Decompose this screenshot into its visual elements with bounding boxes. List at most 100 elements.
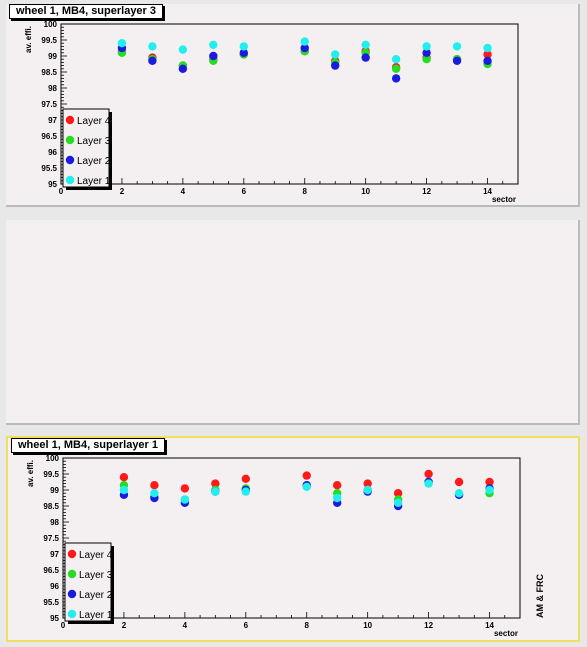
data-point: [119, 473, 129, 482]
x-tick-label: 12: [424, 621, 433, 630]
data-point: [331, 50, 340, 59]
y-tick-label: 96: [48, 148, 57, 157]
data-point: [454, 489, 464, 498]
data-point: [391, 74, 401, 83]
data-point: [178, 45, 188, 54]
y-tick-label: 100: [46, 454, 60, 463]
y-tick-label: 96: [50, 582, 59, 591]
data-point: [209, 40, 218, 49]
series-layer-1: [119, 479, 494, 507]
y-axis-label: av. effi.: [26, 460, 35, 487]
y-tick-label: 95.5: [41, 164, 57, 173]
data-point: [333, 493, 342, 503]
data-point: [454, 477, 464, 487]
data-point: [422, 48, 431, 57]
data-point: [483, 50, 492, 59]
legend-label: Layer 2: [77, 156, 111, 167]
x-tick-label: 10: [363, 621, 372, 630]
legend: Layer 4 Layer 3 Layer 2 Layer 1: [62, 108, 112, 190]
legend-marker: [65, 175, 75, 185]
data-point: [239, 48, 248, 57]
y-tick-label: 99.5: [41, 36, 57, 45]
chart-pad-superlayer-3: 95 95.5 96 96.5 97 97.5 98 98.5 99 99.5 100 0 2 4 6 8 10…: [6, 4, 580, 207]
data-points: [117, 37, 492, 83]
y-tick-label: 98: [50, 518, 59, 527]
x-tick-label: 2: [120, 187, 125, 196]
data-point: [361, 40, 370, 49]
x-tick-label: 10: [361, 187, 370, 196]
y-tick-labels: 95 95.5 96 96.5 97 97.5 98 98.5 99 99.5 100: [43, 454, 59, 623]
legend-label: Layer 1: [79, 610, 113, 621]
legend-label: Layer 2: [79, 590, 113, 601]
y-tick-label: 96.5: [41, 132, 57, 141]
y-tick-label: 98.5: [41, 68, 57, 77]
data-point: [180, 484, 190, 493]
y-tick-label: 99: [50, 486, 59, 495]
data-point: [119, 485, 129, 495]
data-point: [422, 42, 431, 51]
y-tick-label: 99: [48, 52, 57, 61]
chart-title: wheel 1, MB4, superlayer 3: [9, 4, 164, 19]
series-layer-1: [117, 37, 492, 64]
data-point: [452, 56, 462, 65]
data-point: [239, 42, 248, 51]
data-point: [361, 53, 370, 62]
x-axis-label: sector: [494, 629, 518, 638]
side-label: AM & FRC: [535, 574, 545, 618]
y-tick-label: 96.5: [43, 566, 59, 575]
data-point: [211, 479, 220, 488]
x-tick-label: 0: [61, 621, 66, 630]
x-tick-label: 6: [242, 187, 247, 196]
chart-pad-superlayer-1: 95 95.5 96 96.5 97 97.5 98 98.5 99 99.5 100 0 2 4 6 8 10…: [6, 436, 580, 642]
legend: Layer 4 Layer 3 Layer 2 Layer 1: [64, 542, 114, 624]
x-tick-label: 14: [483, 187, 492, 196]
y-tick-label: 95: [48, 180, 57, 189]
data-point: [331, 61, 340, 70]
plot-frame: [62, 457, 521, 619]
data-point: [150, 489, 159, 498]
data-point: [148, 56, 157, 65]
data-point: [209, 51, 218, 61]
y-tick-label: 98.5: [43, 502, 59, 511]
data-points: [119, 469, 494, 511]
data-point: [148, 42, 157, 51]
x-tick-label: 4: [183, 621, 188, 630]
legend-label: Layer 4: [77, 116, 111, 127]
x-tick-label: 4: [181, 187, 186, 196]
legend-label: Layer 1: [77, 176, 111, 187]
data-point: [178, 64, 188, 73]
plot-frame: [60, 23, 519, 185]
x-tick-label: 8: [305, 621, 310, 630]
y-tick-label: 95.5: [43, 598, 59, 607]
data-point: [393, 498, 403, 507]
y-axis-label: av. effi.: [24, 26, 33, 53]
data-point: [333, 481, 342, 490]
data-point: [452, 42, 462, 51]
y-tick-label: 97: [50, 550, 59, 559]
legend-marker: [67, 569, 77, 579]
legend-marker: [65, 135, 75, 145]
x-tick-label: 0: [59, 187, 64, 196]
data-point: [180, 495, 190, 504]
legend-marker: [67, 549, 77, 559]
x-tick-label: 6: [244, 621, 249, 630]
data-point: [363, 485, 372, 495]
y-tick-label: 95: [50, 614, 59, 623]
data-point: [422, 55, 431, 64]
data-point: [241, 474, 250, 483]
legend-label: Layer 3: [77, 136, 111, 147]
data-point: [241, 487, 250, 496]
data-point: [300, 37, 309, 46]
data-point: [424, 479, 433, 488]
x-tick-label: 8: [303, 187, 308, 196]
data-point: [485, 485, 494, 495]
x-tick-label: 14: [485, 621, 494, 630]
series-layer-2: [117, 43, 492, 83]
legend-marker: [67, 609, 77, 619]
y-tick-labels: 95 95.5 96 96.5 97 97.5 98 98.5 99 99.5 100: [41, 20, 57, 189]
y-tick-label: 97: [48, 116, 57, 125]
legend-marker: [65, 115, 75, 125]
data-point: [391, 64, 401, 73]
data-point: [211, 487, 220, 496]
data-point: [393, 489, 403, 498]
